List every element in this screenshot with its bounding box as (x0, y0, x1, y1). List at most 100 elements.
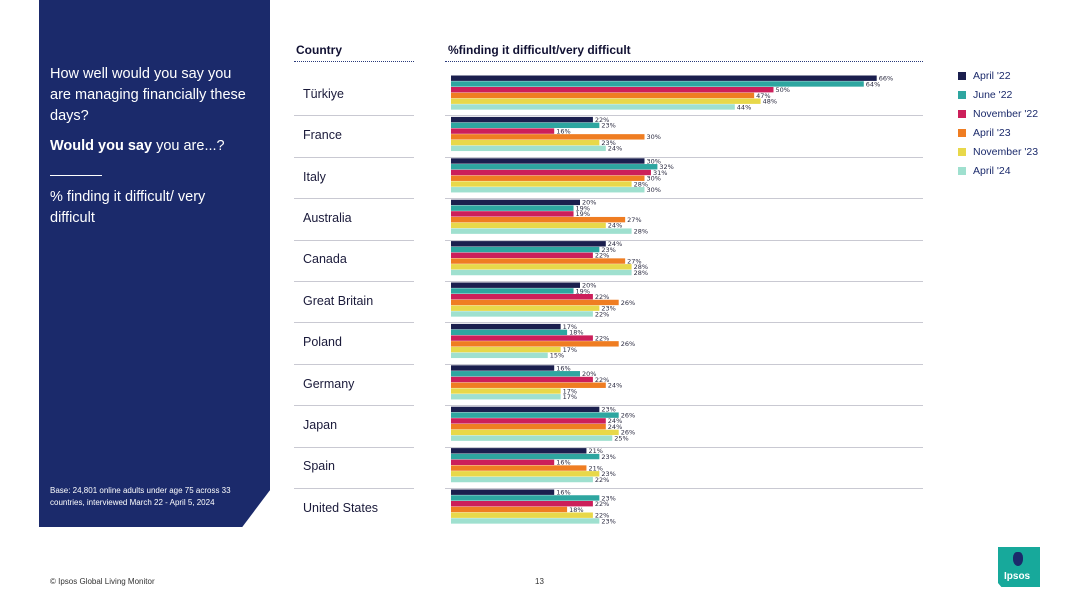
legend-item: April '24 (958, 161, 1038, 180)
data-label: 18% (569, 329, 583, 337)
bar (451, 512, 593, 518)
row-separator (445, 488, 923, 489)
bar (451, 341, 619, 347)
data-label: 25% (614, 434, 628, 442)
survey-prompt-bold: Would you say (50, 138, 153, 154)
data-label: 23% (601, 517, 615, 525)
country-label: United States (303, 500, 379, 515)
data-label: 23% (601, 246, 615, 254)
bar (451, 87, 774, 93)
data-label: 28% (634, 227, 648, 235)
logo-text: Ipsos (1004, 571, 1031, 582)
bar (451, 412, 619, 418)
bar (451, 128, 555, 134)
data-label: 16% (556, 127, 570, 135)
row-separator (445, 115, 923, 117)
row-separator (294, 239, 414, 241)
data-label: 20% (582, 282, 596, 290)
bar (451, 139, 600, 146)
bar (451, 241, 606, 247)
data-label: 24% (608, 240, 622, 248)
chart-legend: April '22 June '22 November '22 April '23 No… (958, 66, 1038, 180)
legend-swatch (958, 147, 966, 156)
data-label: 30% (647, 175, 661, 183)
data-label: 24% (608, 222, 622, 230)
legend-item: April '23 (958, 123, 1038, 142)
legend-swatch (958, 109, 966, 118)
bar (451, 448, 587, 454)
bar (451, 453, 600, 460)
bar (451, 181, 632, 187)
row-separator (445, 363, 923, 365)
data-label: 23% (601, 453, 615, 461)
row-separator (294, 322, 414, 324)
row-separator (294, 405, 414, 407)
data-label: 20% (582, 370, 596, 378)
bar (451, 294, 593, 300)
country-label: Germany (303, 376, 355, 391)
bar (451, 75, 877, 81)
country-label: Türkiye (303, 86, 344, 101)
data-label: 16% (556, 459, 570, 467)
data-label: 24% (608, 382, 622, 390)
bar (451, 501, 593, 507)
ipsos-logo: Ipsos (998, 547, 1040, 587)
data-label: 23% (601, 494, 615, 502)
row-separator (445, 405, 923, 407)
data-label: 23% (601, 122, 615, 130)
question-panel: How well would you say you are managing … (39, 0, 270, 527)
bar (451, 435, 613, 441)
bar (451, 465, 587, 471)
row-separator (445, 239, 923, 241)
data-label: 22% (595, 293, 609, 301)
country-label: Australia (303, 210, 352, 225)
bar (451, 352, 548, 359)
data-label: 22% (595, 512, 609, 520)
data-label: 19% (576, 210, 590, 218)
bar (451, 175, 645, 181)
row-separator (445, 281, 923, 282)
bar (451, 288, 574, 294)
measure-header-rule (445, 61, 923, 62)
bar (451, 98, 761, 104)
bar (451, 282, 580, 288)
data-label: 32% (659, 163, 673, 171)
bar (451, 365, 555, 371)
data-label: 17% (563, 346, 577, 354)
row-separator (294, 281, 414, 282)
bar (451, 311, 593, 317)
country-label: Italy (303, 169, 326, 184)
bar (451, 122, 600, 129)
footer-source: © Ipsos Global Living Monitor (50, 577, 155, 586)
data-label: 22% (595, 476, 609, 484)
bar (451, 329, 568, 336)
row-separator (445, 322, 923, 324)
country-label: France (303, 128, 342, 143)
legend-item: April '22 (958, 66, 1038, 85)
bar (451, 423, 606, 430)
bar (451, 518, 600, 524)
data-label: 26% (621, 411, 635, 419)
bar (451, 429, 619, 436)
country-label: Canada (303, 252, 347, 267)
data-label: 30% (647, 186, 661, 194)
bar (451, 323, 561, 330)
bar (451, 459, 555, 465)
bar (451, 222, 606, 229)
data-label: 27% (627, 257, 641, 265)
data-label: 18% (569, 506, 583, 514)
bar (451, 476, 593, 483)
bar (451, 199, 580, 206)
bar (451, 305, 600, 311)
data-label: 28% (634, 263, 648, 271)
row-separator (294, 363, 414, 365)
row-separator (294, 198, 414, 200)
bar (451, 489, 555, 495)
country-label: Poland (303, 335, 342, 350)
bar (451, 228, 632, 234)
panel-divider (50, 175, 102, 176)
bar (451, 382, 606, 388)
legend-label: June '22 (973, 88, 1013, 101)
survey-question: How well would you say you are managing … (50, 66, 246, 124)
